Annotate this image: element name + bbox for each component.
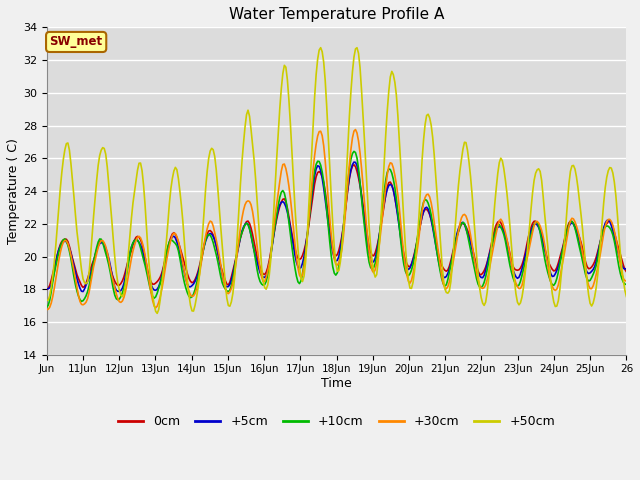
X-axis label: Time: Time — [321, 377, 352, 390]
Text: SW_met: SW_met — [49, 36, 102, 48]
Legend: 0cm, +5cm, +10cm, +30cm, +50cm: 0cm, +5cm, +10cm, +30cm, +50cm — [113, 410, 560, 433]
Title: Water Temperature Profile A: Water Temperature Profile A — [229, 7, 444, 22]
Y-axis label: Temperature ( C): Temperature ( C) — [7, 138, 20, 244]
